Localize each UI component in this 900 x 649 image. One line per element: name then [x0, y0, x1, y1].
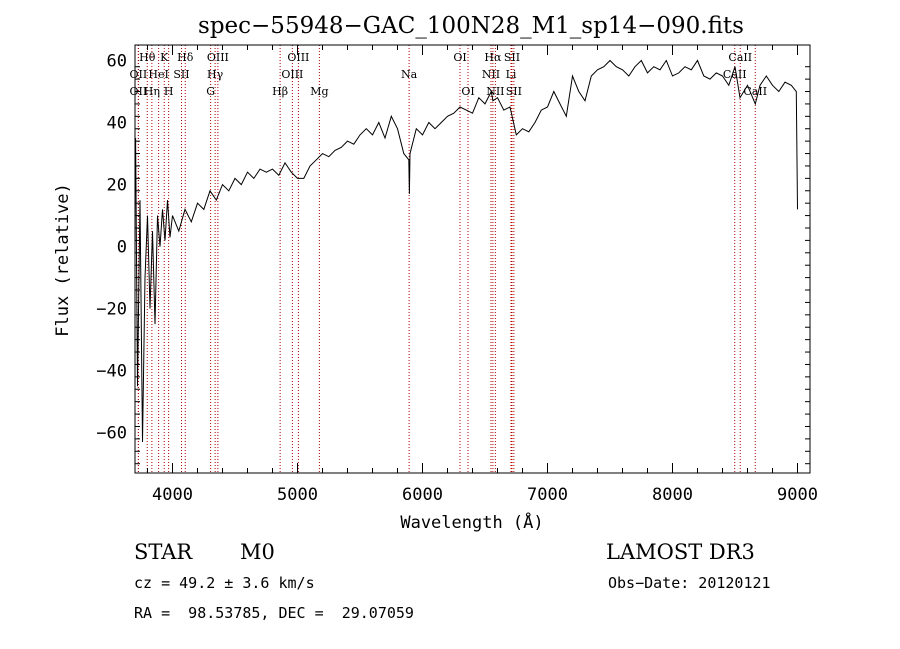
spectral-line-label: Na: [401, 68, 418, 81]
object-class: STAR: [134, 540, 193, 564]
spectral-line-label: Hγ: [207, 68, 224, 81]
object-subclass: M0: [240, 540, 275, 564]
y-tick-label: 0: [117, 238, 127, 258]
spectral-line-label: K: [160, 51, 169, 64]
spectral-line-label: CaII: [743, 85, 767, 98]
y-tick-label: −40: [96, 362, 127, 382]
spectral-line-label: SII: [173, 68, 189, 81]
spectral-line-label: CaII: [723, 68, 747, 81]
x-tick-label: 8000: [652, 485, 693, 505]
spectral-line-label: OIII: [207, 51, 229, 64]
spectral-line-label: Li: [506, 68, 517, 81]
y-tick-label: −60: [96, 424, 127, 444]
spectral-line-label: SII: [506, 85, 522, 98]
spectral-line-label: OIII: [287, 51, 309, 64]
y-axis-label: Flux (relative): [53, 183, 73, 337]
spectral-line-label: OIII: [281, 68, 303, 81]
observation-date: Obs−Date: 20120121: [608, 574, 771, 592]
spectral-line-label: Hδ: [177, 51, 194, 64]
spectral-line-label: Mg: [310, 85, 328, 98]
y-tick-label: 20: [107, 176, 127, 196]
x-tick-label: 6000: [402, 485, 443, 505]
redshift-velocity: cz = 49.2 ± 3.6 km/s: [134, 574, 315, 592]
spectral-line-label: HeI: [148, 68, 168, 81]
y-tick-labels: −60 −40 −20 0 20 40 60: [96, 52, 127, 444]
spectral-line-markers: [137, 45, 756, 473]
x-tick-label: 5000: [277, 485, 318, 505]
spectral-line-label: CaII: [728, 51, 752, 64]
x-tick-labels: 4000 5000 6000 7000 8000 9000: [152, 485, 818, 505]
spectral-line-label: Hθ: [139, 51, 156, 64]
spectral-line-label: Hα: [484, 51, 502, 64]
x-tick-label: 7000: [527, 485, 568, 505]
spectral-line-label: H: [164, 85, 174, 98]
axis-ticks: [135, 45, 810, 473]
spectral-line-label: OI: [453, 51, 466, 64]
y-tick-label: −20: [96, 300, 127, 320]
survey-name: LAMOST DR3: [606, 540, 755, 564]
spectral-line-label: NII: [486, 85, 504, 98]
spectral-line-label: Hβ: [272, 85, 288, 98]
plot-frame: [134, 44, 811, 474]
spectral-line-label: OII: [130, 68, 148, 81]
y-tick-label: 60: [107, 52, 127, 72]
sky-coordinates: RA = 98.53785, DEC = 29.07059: [134, 604, 414, 622]
spectral-line-label: Hη: [144, 85, 160, 98]
spectral-line-label: G: [206, 85, 215, 98]
x-tick-label: 9000: [777, 485, 818, 505]
x-axis-label: Wavelength (Å): [400, 511, 543, 533]
spectral-line-label: OI: [461, 85, 474, 98]
spectral-line-label: NII: [482, 68, 500, 81]
y-tick-label: 40: [107, 114, 127, 134]
spectrum-series-line: [135, 59, 798, 443]
spectral-line-label: SII: [504, 51, 520, 64]
chart-title: spec−55948−GAC_100N28_M1_sp14−090.fits: [198, 13, 744, 39]
x-tick-label: 4000: [152, 485, 193, 505]
